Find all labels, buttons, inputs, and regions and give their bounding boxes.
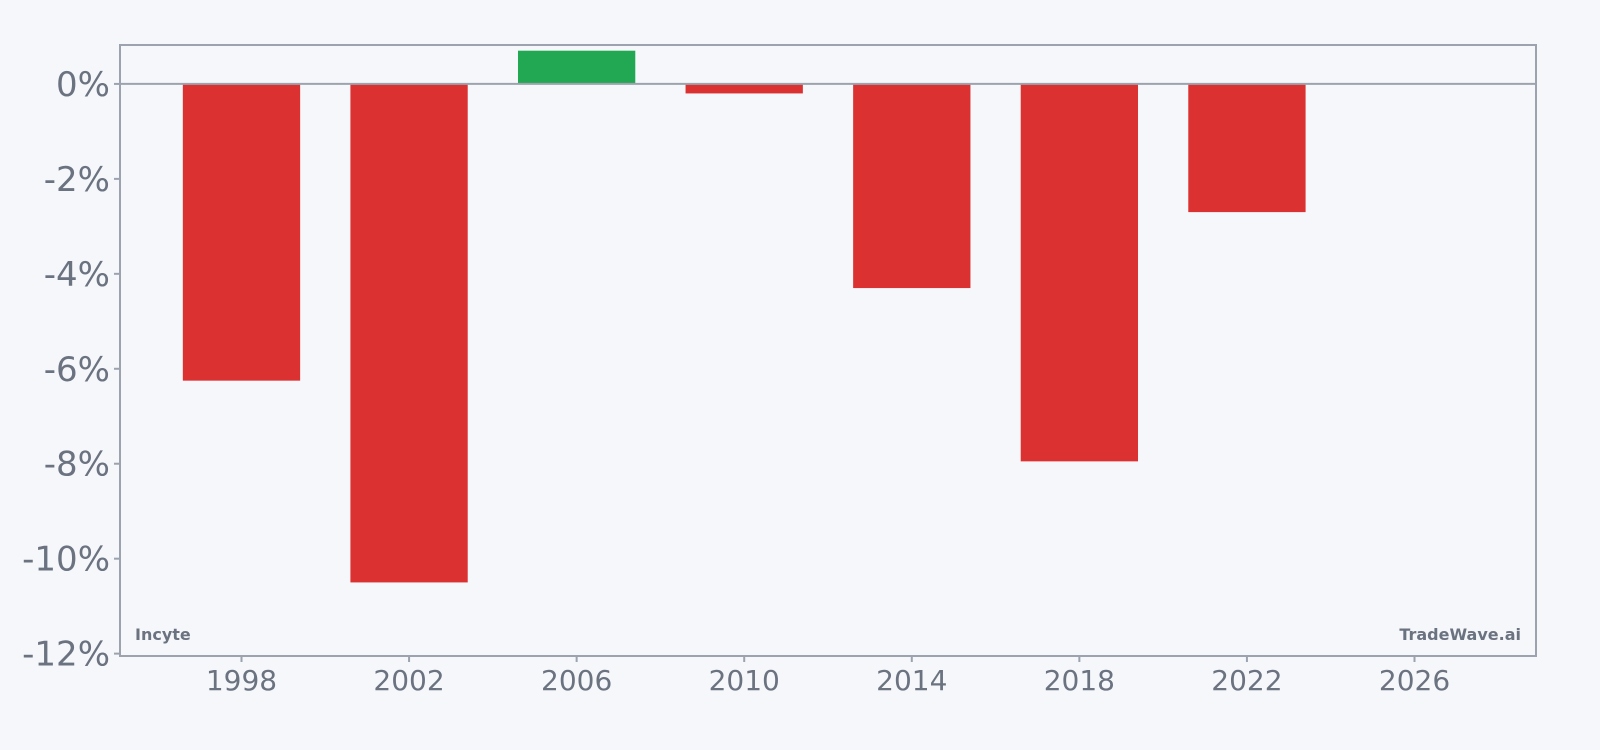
y-tick-label: -6% <box>44 350 110 390</box>
bar-2010 <box>685 83 803 94</box>
plot-frame <box>119 44 1537 657</box>
bar-2002 <box>350 83 468 583</box>
y-tick-label: -4% <box>44 255 110 295</box>
x-tick-label: 2014 <box>876 664 947 697</box>
bar-2006 <box>517 50 636 84</box>
bar-1998 <box>182 83 301 381</box>
x-tick-label: 1998 <box>206 664 277 697</box>
y-tick-label: -12% <box>22 635 110 675</box>
x-axis: 1998 2002 2006 2010 2014 2018 2022 2026 <box>206 656 1450 697</box>
y-tick-label: -2% <box>44 160 110 200</box>
x-tick-label: 2026 <box>1379 664 1450 697</box>
bar-2018 <box>1020 83 1139 462</box>
y-tick-label: -8% <box>44 445 110 485</box>
x-tick-label: 2018 <box>1044 664 1115 697</box>
company-label: Incyte <box>135 625 191 644</box>
bar-2022 <box>1188 83 1306 213</box>
x-tick-label: 2022 <box>1211 664 1282 697</box>
y-tick-label: -10% <box>22 540 110 580</box>
bars-group <box>182 50 1306 583</box>
bar-2014 <box>853 83 971 289</box>
brand-watermark: TradeWave.ai <box>1399 625 1521 644</box>
x-tick-label: 2002 <box>373 664 444 697</box>
x-tick-label: 2006 <box>541 664 612 697</box>
y-tick-label: 0% <box>56 65 110 105</box>
y-axis: 0% -2% -4% -6% -8% -10% -12% <box>22 65 120 675</box>
x-tick-label: 2010 <box>709 664 780 697</box>
